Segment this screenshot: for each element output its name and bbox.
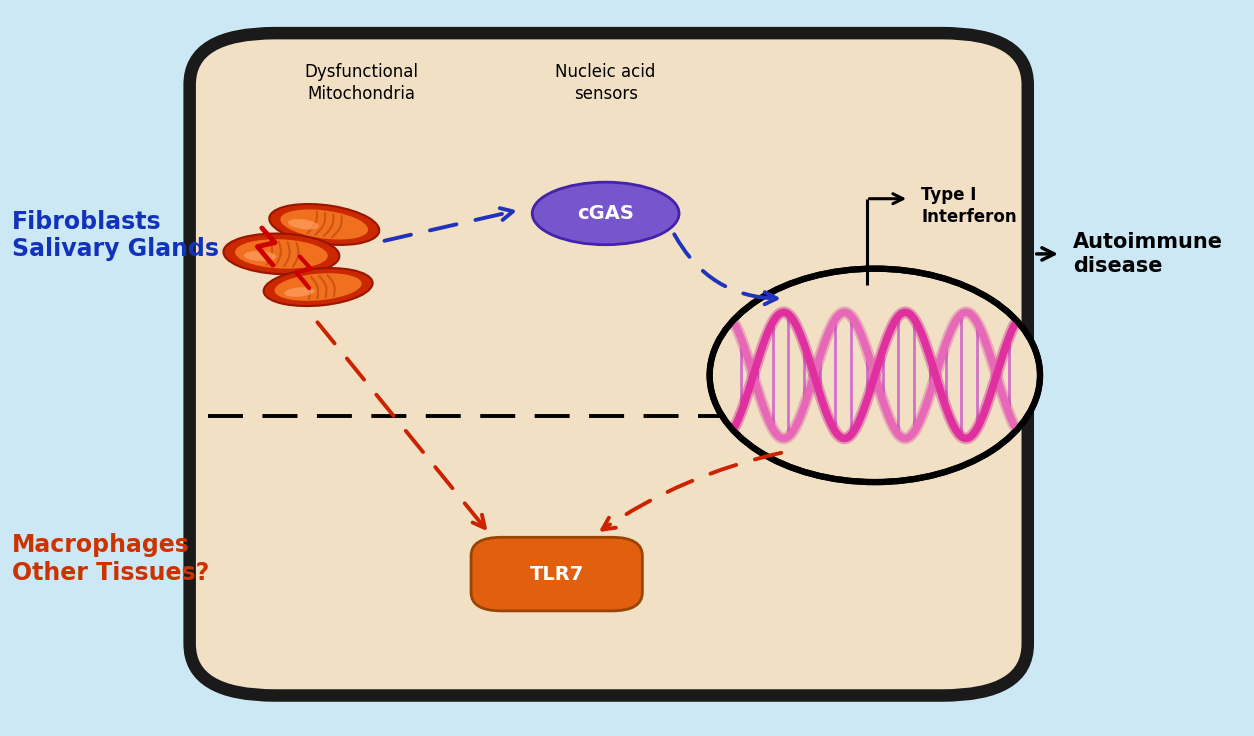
Ellipse shape	[281, 210, 369, 239]
Text: Fibroblasts
Salivary Glands: Fibroblasts Salivary Glands	[13, 210, 219, 261]
Text: Nucleic acid
sensors: Nucleic acid sensors	[556, 63, 656, 103]
Ellipse shape	[532, 183, 680, 244]
Ellipse shape	[263, 268, 372, 306]
Ellipse shape	[285, 287, 315, 297]
Ellipse shape	[234, 239, 327, 269]
Text: Macrophages
Other Tissues?: Macrophages Other Tissues?	[13, 534, 209, 585]
FancyBboxPatch shape	[189, 33, 1028, 696]
Ellipse shape	[223, 233, 340, 275]
Ellipse shape	[710, 269, 1040, 482]
Text: Dysfunctional
Mitochondria: Dysfunctional Mitochondria	[303, 63, 418, 103]
Ellipse shape	[288, 219, 319, 230]
FancyBboxPatch shape	[472, 537, 642, 611]
Text: TLR7: TLR7	[529, 565, 584, 584]
Text: cGAS: cGAS	[577, 204, 635, 223]
Ellipse shape	[275, 273, 361, 301]
Text: Autoimmune
disease: Autoimmune disease	[1073, 232, 1223, 276]
Ellipse shape	[243, 251, 276, 261]
Ellipse shape	[270, 204, 379, 245]
Text: Type I
Interferon: Type I Interferon	[922, 186, 1017, 226]
